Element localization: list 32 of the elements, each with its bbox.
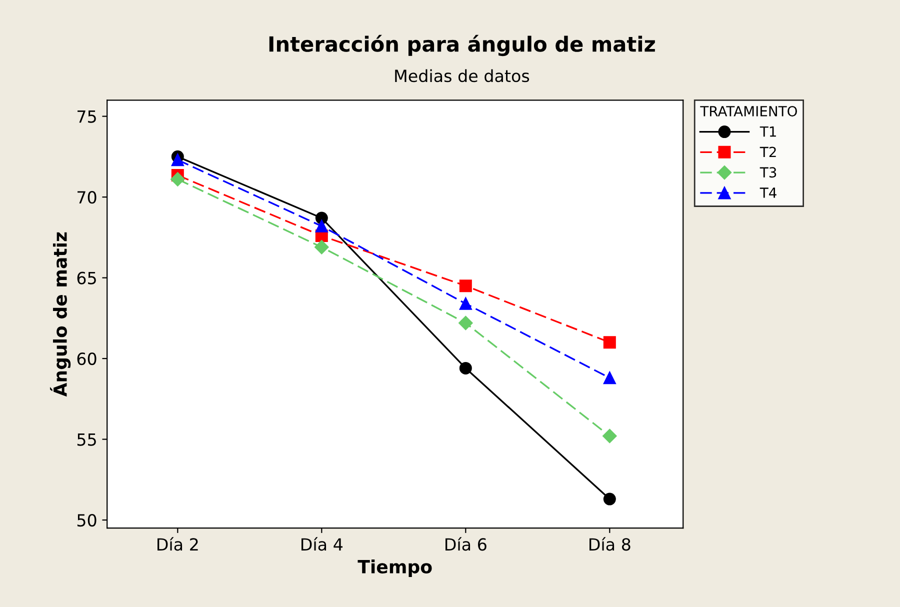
point — [170, 172, 185, 186]
legend-label: T4 — [760, 188, 776, 198]
x-tick-label: Día 6 — [446, 537, 486, 551]
point — [458, 316, 473, 330]
legend-title: TRATAMIENTO — [700, 106, 797, 116]
y-tick-label: 70 — [78, 191, 96, 204]
legend-label: T3 — [760, 167, 776, 178]
y-tick-label: 75 — [78, 110, 96, 123]
x-tick-label: Día 4 — [302, 537, 343, 551]
y-tick-label: 60 — [77, 352, 96, 366]
point — [315, 212, 328, 224]
x-axis-title: Tiempo — [358, 560, 432, 577]
y-axis-title: Ángulo de matiz — [50, 232, 71, 397]
x-tick-label: Día 2 — [158, 537, 198, 551]
legend-label: T1 — [760, 126, 776, 137]
point — [603, 336, 616, 349]
y-tick-label: 55 — [77, 433, 96, 446]
y-tick-label: 50 — [77, 514, 96, 527]
x-tick-label: Día 8 — [590, 537, 630, 551]
point — [171, 154, 184, 166]
point — [603, 372, 616, 384]
point — [459, 297, 472, 310]
point — [459, 280, 472, 292]
legend-label: T2 — [760, 146, 776, 158]
y-tick-label: 65 — [77, 272, 96, 284]
point — [459, 362, 472, 374]
point — [603, 492, 616, 506]
chart-title: Interacción para ángulo de matiz — [269, 34, 655, 56]
chart-subtitle: Medias de datos — [395, 69, 530, 82]
point — [602, 428, 617, 444]
point — [315, 220, 328, 232]
point — [314, 240, 329, 254]
